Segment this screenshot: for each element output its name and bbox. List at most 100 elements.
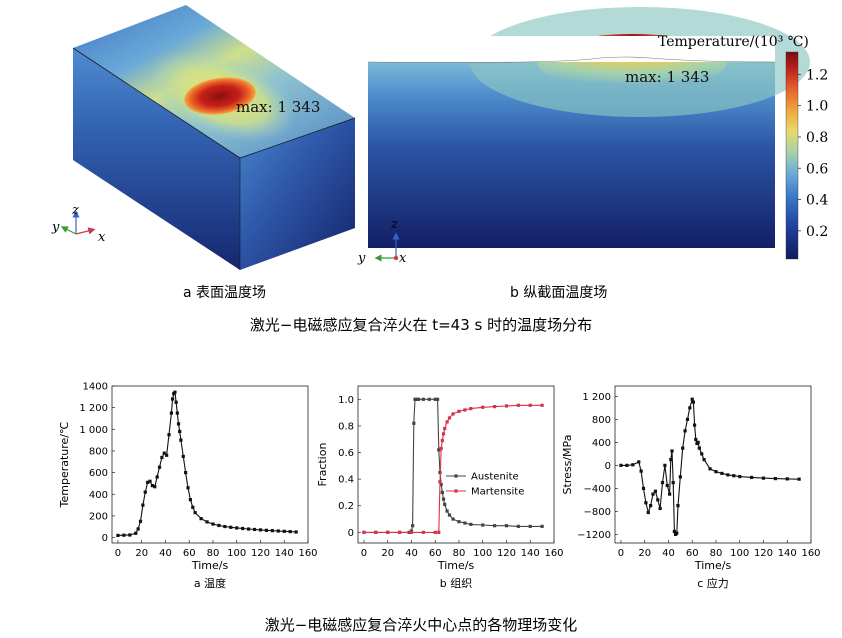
data-point [178, 429, 182, 434]
data-point [441, 432, 446, 436]
data-point [386, 530, 390, 534]
data-point [493, 524, 497, 528]
data-point [433, 530, 437, 534]
data-point [138, 519, 143, 523]
data-point [116, 533, 120, 538]
data-point [732, 474, 736, 478]
data-point [362, 530, 366, 534]
data-point [696, 440, 700, 444]
colorbar-tick-label: 0.4 [806, 193, 828, 209]
data-point [653, 489, 657, 493]
data-point [421, 397, 425, 401]
x-tick-label: 120 [497, 548, 516, 559]
data-point [694, 437, 698, 442]
data-point [439, 446, 443, 451]
axis-y-label: y [51, 220, 60, 235]
data-point [294, 530, 298, 534]
data-point [463, 408, 467, 412]
data-point [463, 521, 467, 525]
data-point [681, 446, 685, 450]
x-tick-label: 160 [801, 548, 820, 559]
data-point [619, 463, 623, 467]
data-point [481, 523, 485, 527]
axis-x-label: x [98, 230, 106, 245]
x-tick-label: 20 [381, 548, 394, 559]
data-point [247, 527, 251, 531]
panel-a-axis-triad: z x y [51, 203, 106, 245]
data-point [211, 522, 215, 526]
data-point [646, 510, 650, 515]
colorbar-gradient [785, 51, 799, 260]
data-point [134, 531, 138, 535]
data-point [785, 477, 789, 481]
x-tick-label: 100 [227, 548, 246, 559]
data-point [157, 465, 162, 469]
y-axis-label: Stress/MPa [561, 435, 574, 495]
data-point [153, 485, 157, 489]
y-tick-label: 0 [348, 528, 354, 539]
data-point [665, 483, 669, 488]
data-point [136, 527, 140, 531]
x-tick-label: 120 [251, 548, 270, 559]
chart-caption: b 组织 [440, 576, 472, 590]
data-point [397, 530, 402, 534]
data-point [186, 486, 190, 490]
data-point [445, 420, 449, 424]
data-point [150, 484, 154, 488]
data-point [443, 502, 447, 507]
data-point [181, 454, 185, 458]
data-point [451, 412, 455, 416]
data-point [270, 529, 274, 533]
data-point [160, 455, 164, 460]
y-tick-label: 0.4 [338, 475, 354, 486]
x-tick-label: 0 [361, 548, 367, 559]
legend-label: Martensite [471, 487, 524, 498]
temperature-chart: 0 20 40 60 80 100 120 140 160 0 200 400 600 800 1 000 1… [58, 382, 318, 591]
y-tick-label: 0 [605, 461, 611, 472]
data-point [457, 409, 461, 413]
data-point [165, 453, 169, 457]
data-point [128, 533, 132, 537]
y-tick-label: 400 [592, 438, 611, 449]
data-point [528, 524, 532, 528]
data-point [685, 417, 690, 421]
data-point [797, 477, 801, 481]
x-tick-label: 40 [405, 548, 418, 559]
fraction-chart: 0 20 40 60 80 100 120 140 160 0 0.2 0.4 0.6 0.8 1.0 Tim… [316, 385, 564, 590]
y-tick-label: 1.0 [338, 395, 354, 406]
data-point [683, 429, 687, 433]
data-point [637, 460, 641, 464]
data-point [656, 498, 660, 502]
chart-caption: c 应力 [697, 576, 729, 590]
data-point [438, 480, 442, 484]
x-tick-label: 60 [429, 548, 442, 559]
y-tick-label: 0.6 [338, 448, 354, 459]
colorbar: Temperature/(10³ ℃) 1.2 1.0 0.8 0.6 0.4 0.2 [658, 34, 828, 260]
data-point [649, 504, 653, 508]
x-axis-label: Time/s [437, 559, 475, 572]
y-tick-label: 800 [592, 415, 611, 426]
data-point [773, 476, 777, 481]
colorbar-tick-label: 0.8 [806, 130, 828, 146]
y-tick-label: 1400 [83, 382, 108, 393]
series-line [363, 404, 543, 533]
y-tick-label: 0.8 [338, 421, 354, 432]
panel-b-axis-triad: z y x [357, 217, 407, 266]
data-point [702, 458, 706, 462]
data-point [162, 451, 166, 455]
data-point [146, 480, 150, 484]
x-tick-label: 160 [544, 548, 563, 559]
data-point [697, 446, 701, 450]
axis-z-label: z [390, 217, 398, 232]
data-point [676, 504, 680, 508]
data-point [433, 397, 437, 401]
data-point [750, 475, 754, 480]
data-point [199, 517, 203, 521]
bottom-figure-caption: 激光−电磁感应复合淬火中心点的各物理场变化 [265, 616, 578, 634]
data-point [671, 481, 675, 485]
data-point [700, 452, 704, 456]
data-point [252, 527, 257, 532]
data-point [175, 411, 179, 415]
data-point [122, 533, 126, 537]
data-point [167, 433, 171, 437]
